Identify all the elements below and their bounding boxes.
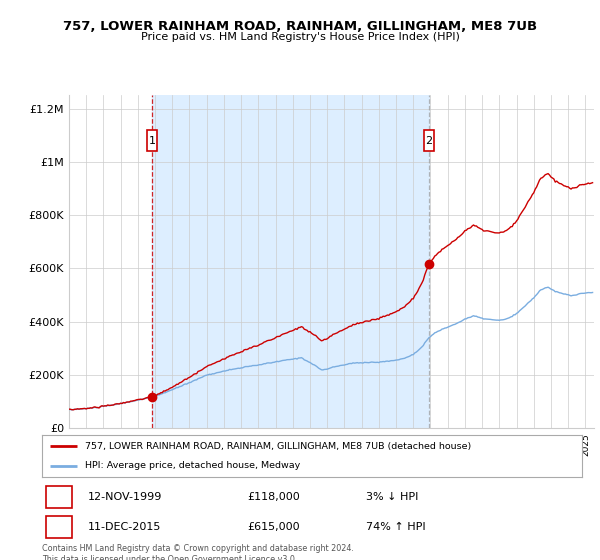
Text: 757, LOWER RAINHAM ROAD, RAINHAM, GILLINGHAM, ME8 7UB (detached house): 757, LOWER RAINHAM ROAD, RAINHAM, GILLIN…	[85, 442, 472, 451]
Text: 757, LOWER RAINHAM ROAD, RAINHAM, GILLINGHAM, ME8 7UB: 757, LOWER RAINHAM ROAD, RAINHAM, GILLIN…	[63, 20, 537, 32]
Text: 12-NOV-1999: 12-NOV-1999	[88, 492, 162, 502]
Text: 11-DEC-2015: 11-DEC-2015	[88, 522, 161, 532]
Text: £118,000: £118,000	[247, 492, 300, 502]
Text: 2: 2	[56, 522, 63, 532]
Text: 1: 1	[149, 136, 155, 146]
Text: Price paid vs. HM Land Registry's House Price Index (HPI): Price paid vs. HM Land Registry's House …	[140, 32, 460, 42]
Text: HPI: Average price, detached house, Medway: HPI: Average price, detached house, Medw…	[85, 461, 301, 470]
Text: 2: 2	[425, 136, 433, 146]
Text: 74% ↑ HPI: 74% ↑ HPI	[366, 522, 425, 532]
Text: Contains HM Land Registry data © Crown copyright and database right 2024.
This d: Contains HM Land Registry data © Crown c…	[42, 544, 354, 560]
Bar	[152, 95, 429, 428]
FancyBboxPatch shape	[46, 486, 72, 507]
FancyBboxPatch shape	[46, 516, 72, 538]
Text: 3% ↓ HPI: 3% ↓ HPI	[366, 492, 418, 502]
FancyBboxPatch shape	[424, 130, 434, 151]
Text: £615,000: £615,000	[247, 522, 300, 532]
Text: 1: 1	[56, 492, 63, 502]
FancyBboxPatch shape	[148, 130, 157, 151]
